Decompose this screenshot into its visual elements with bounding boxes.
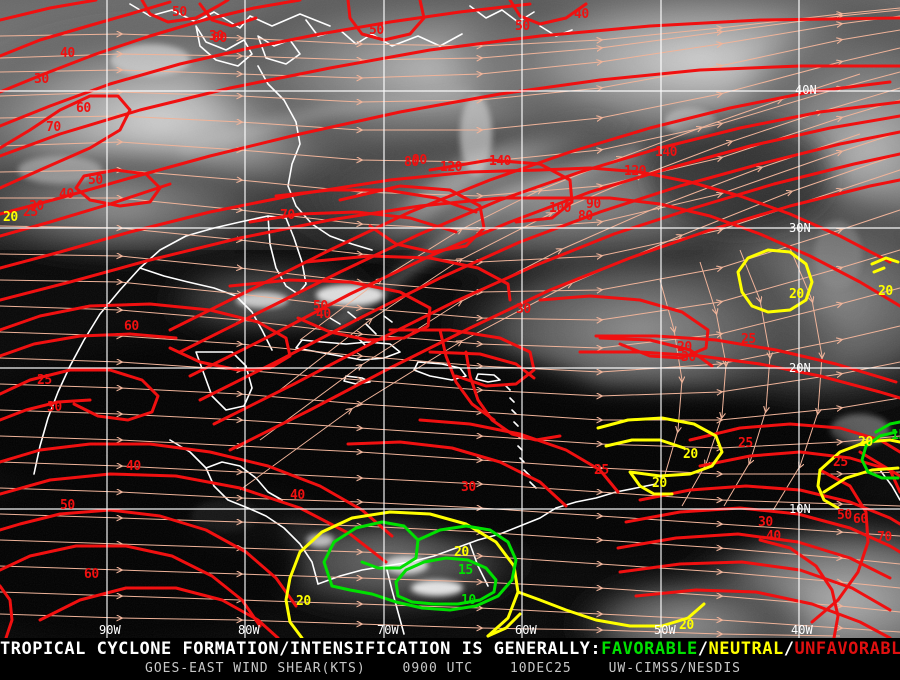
legend-separator-2: / xyxy=(783,639,795,659)
contour-label-50-42: 50 xyxy=(60,498,75,513)
contour-label-20-49: 20 xyxy=(858,435,873,450)
caption-bar: TROPICAL CYCLONE FORMATION/INTENSIFICATI… xyxy=(0,638,900,680)
contour-label-80-16: 80 xyxy=(404,155,419,170)
contour-label-70-15: 70 xyxy=(280,208,295,223)
contour-label-80-24: 80 xyxy=(578,209,593,224)
lat-label-10n: 10N xyxy=(789,502,811,516)
contour-label-140-20: 140 xyxy=(655,145,677,160)
contour-label-25-32: 25 xyxy=(741,332,756,347)
product-agency: UW-CIMSS/NESDIS xyxy=(608,661,741,676)
contour-label-70-57: 70 xyxy=(877,530,892,545)
contour-label-20-36: 20 xyxy=(683,447,698,462)
lon-label-40w: 40W xyxy=(791,623,813,637)
lon-label-60w: 60W xyxy=(515,623,537,637)
lat-label-40n: 40N xyxy=(795,83,817,97)
contour-label-20-37: 20 xyxy=(652,476,667,491)
contour-label-30-30: 30 xyxy=(516,302,531,317)
contour-label-60-8: 60 xyxy=(76,101,91,116)
contour-label-50-3: 50 xyxy=(369,23,384,38)
contour-label-140-19: 140 xyxy=(489,154,511,169)
lon-label-70w: 70W xyxy=(377,623,399,637)
contour-label-50-5: 50 xyxy=(515,19,530,34)
contour-label-50-10: 50 xyxy=(88,173,103,188)
lon-label-50w: 50W xyxy=(654,623,676,637)
contour-label-10-47: 10 xyxy=(461,593,476,608)
contour-label-30-1: 30 xyxy=(209,29,224,44)
lon-label-80w: 80W xyxy=(238,623,260,637)
contour-label-15-46: 15 xyxy=(458,563,473,578)
contour-label-20-13: 20 xyxy=(3,210,18,225)
contour-label-30-12: 30 xyxy=(29,199,44,214)
contour-label-70-9: 70 xyxy=(46,120,61,135)
contour-label-50-0: 50 xyxy=(172,5,187,20)
contour-label-15-50: 15 xyxy=(891,428,900,443)
contour-label-30-7: 30 xyxy=(34,72,49,87)
contour-label-20-48: 20 xyxy=(679,618,694,633)
lon-label-90w: 90W xyxy=(99,623,121,637)
headline-text: TROPICAL CYCLONE FORMATION/INTENSIFICATI… xyxy=(0,639,900,659)
legend-unfavorable: UNFAVORABLE xyxy=(794,639,900,659)
contour-label-40-54: 40 xyxy=(766,529,781,544)
legend-neutral: NEUTRAL xyxy=(708,639,784,659)
contour-label-120-18: 120 xyxy=(440,160,462,175)
contour-label-40-11: 40 xyxy=(59,187,74,202)
metadata-text: GOES-EAST WIND SHEAR(KTS) 0900 UTC 10DEC… xyxy=(0,661,900,676)
contour-label-25-14: 25 xyxy=(23,205,38,220)
legend-favorable: FAVORABLE xyxy=(601,639,698,659)
contour-label-30-39: 30 xyxy=(461,480,476,495)
contour-label-60-4: 60 xyxy=(212,31,227,46)
contour-label-25-51: 25 xyxy=(833,455,848,470)
contour-label-60-25: 60 xyxy=(124,319,139,334)
contour-label-40-41: 40 xyxy=(126,459,141,474)
contour-label-40-2: 40 xyxy=(574,7,589,22)
latlon-grid-layer xyxy=(0,0,900,638)
contour-label-40-6: 40 xyxy=(60,46,75,61)
contour-label-25-52: 25 xyxy=(738,436,753,451)
contour-label-30-29: 30 xyxy=(47,400,62,415)
contour-label-20-44: 20 xyxy=(296,594,311,609)
contour-label-90-23: 90 xyxy=(586,197,601,212)
legend-separator-1: / xyxy=(697,639,709,659)
contour-label-25-28: 25 xyxy=(37,373,52,388)
contour-label-60-56: 60 xyxy=(853,512,868,527)
product-source: GOES-EAST WIND SHEAR(KTS) xyxy=(145,661,366,676)
contour-label-50-55: 50 xyxy=(837,508,852,523)
contour-label-90-17: 90 xyxy=(412,153,427,168)
contour-label-40-40: 40 xyxy=(290,488,305,503)
contour-label-40-27: 40 xyxy=(316,307,331,322)
lat-label-30n: 30N xyxy=(789,221,811,235)
contour-label-25-38: 25 xyxy=(594,463,609,478)
headline-prefix: TROPICAL CYCLONE FORMATION/INTENSIFICATI… xyxy=(0,639,602,659)
contour-label-120-21: 120 xyxy=(624,164,646,179)
contour-label-20-31: 20 xyxy=(677,340,692,355)
contour-label-60-43: 60 xyxy=(84,567,99,582)
product-time: 0900 UTC xyxy=(402,661,474,676)
product-date: 10DEC25 xyxy=(509,661,572,676)
contour-label-20-45: 20 xyxy=(454,545,469,560)
contour-label-30-53: 30 xyxy=(758,515,773,530)
contour-label-20-34: 20 xyxy=(789,287,804,302)
contour-label-20-35: 20 xyxy=(878,284,893,299)
contour-label-100-22: 100 xyxy=(549,201,571,216)
lat-label-20n: 20N xyxy=(789,361,811,375)
contour-label-30-33: 30 xyxy=(681,350,696,365)
contour-label-50-26: 50 xyxy=(313,299,328,314)
